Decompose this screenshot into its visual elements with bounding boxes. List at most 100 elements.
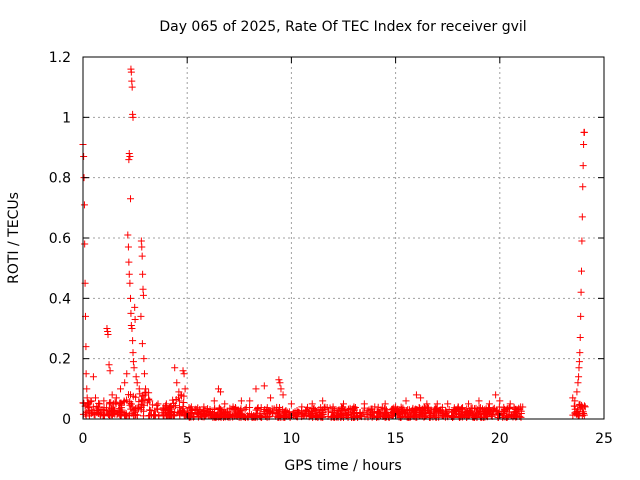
data-point-marker [275, 376, 283, 384]
data-point-marker [129, 392, 137, 400]
data-point-marker [172, 395, 180, 403]
data-point-marker [125, 156, 133, 164]
data-point-marker [248, 413, 256, 421]
data-point-marker [485, 400, 493, 408]
data-point-marker [125, 270, 133, 278]
data-point-marker [575, 358, 583, 366]
data-point-marker [100, 412, 108, 420]
data-point-marker [360, 400, 368, 408]
data-point-marker [381, 408, 389, 416]
data-point-marker [483, 411, 491, 419]
data-point-marker [409, 404, 417, 412]
data-point-marker [243, 412, 251, 420]
data-point-marker [435, 407, 443, 415]
data-point-marker [170, 412, 178, 420]
data-point-marker [172, 402, 180, 410]
data-point-marker [125, 150, 133, 158]
data-point-marker [371, 403, 379, 411]
data-point-marker [577, 312, 585, 320]
data-point-marker [89, 408, 97, 416]
data-point-marker [421, 410, 429, 418]
data-point-marker [138, 252, 146, 260]
y-tick-label: 0.2 [49, 352, 71, 368]
data-point-marker [132, 373, 140, 381]
data-point-marker [179, 367, 187, 375]
data-point-marker [500, 410, 508, 418]
data-point-marker [514, 406, 522, 414]
data-point-marker [89, 373, 97, 381]
data-point-marker [104, 331, 112, 339]
data-point-marker [257, 404, 265, 412]
data-point-marker [578, 237, 586, 245]
grid [83, 57, 604, 419]
data-point-marker [128, 83, 136, 91]
data-point-marker [308, 400, 316, 408]
data-point-marker [404, 413, 412, 421]
data-point-marker [180, 399, 188, 407]
data-point-marker [267, 394, 275, 402]
data-point-marker [200, 403, 208, 411]
data-point-marker [302, 406, 310, 414]
y-tick-label: 0.6 [49, 231, 71, 247]
data-point-marker [465, 400, 473, 408]
data-point-marker [154, 400, 162, 408]
data-point-marker [126, 401, 134, 409]
data-point-marker [580, 410, 588, 418]
data-point-marker [217, 388, 225, 396]
data-point-marker [82, 412, 90, 420]
data-point-marker [80, 201, 88, 209]
data-point-marker [87, 410, 95, 418]
data-point-marker [517, 403, 525, 411]
data-point-marker [127, 68, 135, 76]
data-point-marker [417, 409, 425, 417]
data-point-marker [87, 397, 95, 405]
data-point-marker [130, 364, 138, 372]
data-point-marker [456, 413, 464, 421]
data-point-marker [575, 373, 583, 381]
data-point-marker [325, 408, 333, 416]
data-point-marker [345, 406, 353, 414]
data-point-marker [268, 410, 276, 418]
data-point-marker [580, 140, 588, 148]
data-point-marker [387, 411, 395, 419]
data-point-marker [221, 400, 229, 408]
data-point-marker [146, 397, 154, 405]
data-point-marker [127, 195, 135, 203]
data-point-marker [83, 385, 91, 393]
data-point-marker [256, 409, 264, 417]
data-point-marker [100, 406, 108, 414]
data-point-marker [394, 408, 402, 416]
data-point-marker [425, 404, 433, 412]
data-point-marker [471, 413, 479, 421]
data-point-marker [207, 412, 215, 420]
data-point-marker [180, 370, 188, 378]
data-point-marker [151, 407, 159, 415]
data-point-marker [129, 349, 137, 357]
data-point-marker [116, 400, 124, 408]
data-point-marker [375, 410, 383, 418]
data-point-marker [576, 400, 584, 408]
data-point-marker [106, 411, 114, 419]
data-point-marker [121, 412, 129, 420]
data-point-marker [399, 404, 407, 412]
data-point-marker [181, 385, 189, 393]
data-point-marker [129, 337, 137, 345]
data-point-marker [117, 385, 125, 393]
data-point-marker [307, 410, 315, 418]
data-point-marker [476, 404, 484, 412]
data-point-marker [99, 411, 107, 419]
data-point-marker [412, 391, 420, 399]
data-point-marker [510, 405, 518, 413]
data-point-marker [169, 396, 177, 404]
data-point-marker [137, 237, 145, 245]
y-tick-label: 1.2 [49, 50, 71, 66]
data-point-marker [246, 397, 254, 405]
data-point-marker [432, 413, 440, 421]
data-point-marker [459, 404, 467, 412]
data-point-marker [128, 325, 136, 332]
data-points [79, 65, 589, 421]
data-point-marker [126, 279, 134, 287]
data-point-marker [169, 411, 177, 419]
data-point-marker [319, 397, 327, 405]
data-point-marker [127, 321, 135, 329]
